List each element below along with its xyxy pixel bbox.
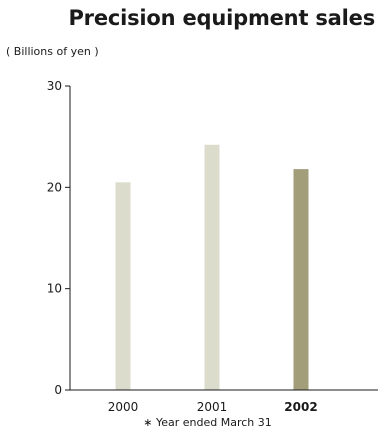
bar-2002 xyxy=(293,169,309,390)
x-tick-label-2002: 2002 xyxy=(284,400,317,414)
y-tick-label: 0 xyxy=(54,383,62,397)
y-axis-unit-label: ( Billions of yen ) xyxy=(6,45,99,58)
footnote: ∗ Year ended March 31 xyxy=(143,416,272,429)
bar-2001 xyxy=(204,144,220,390)
bar-2000 xyxy=(115,182,131,390)
y-tick-label: 20 xyxy=(47,180,62,194)
x-tick-label-2001: 2001 xyxy=(197,400,228,414)
y-tick-label: 10 xyxy=(47,282,62,296)
y-tick-label: 30 xyxy=(47,79,62,93)
chart-title: Precision equipment sales xyxy=(68,6,375,30)
x-tick-label-2000: 2000 xyxy=(108,400,139,414)
